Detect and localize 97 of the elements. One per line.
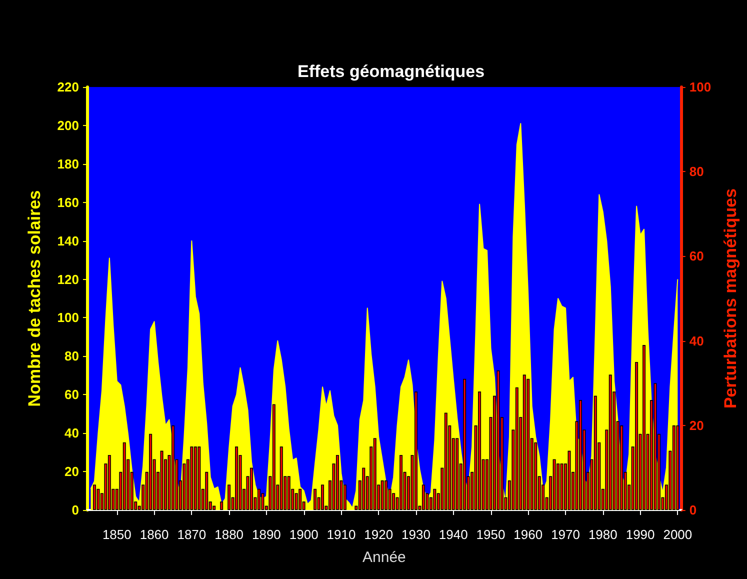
bar [373,438,376,510]
bar [414,392,418,510]
bar [676,425,680,510]
bar [96,488,100,510]
bar [534,442,538,510]
y2-tick-label: 100 [689,80,712,94]
bar [362,468,366,510]
x-tick-label: 1900 [289,527,318,542]
bar [235,446,238,510]
chart-title: Effets géomagnétiques [297,62,485,81]
bar [522,374,526,510]
bar [568,450,571,510]
bar [422,484,425,510]
y-tick-label: 160 [57,194,79,210]
x-tick-label: 1960 [514,527,543,542]
y2-axis-title: Perturbations magnétiques [721,188,740,409]
y-tick-label: 200 [57,118,79,133]
x-tick-label: 1860 [140,527,169,542]
x-tick-label: 1890 [252,527,281,542]
x-tick-label: 1980 [588,527,618,542]
bar [257,488,260,510]
bar [190,446,194,510]
y-tick-label: 0 [72,502,79,518]
bar [392,493,396,510]
bar [92,484,96,510]
bar [556,463,560,510]
x-tick-label: 1950 [476,527,506,542]
y-tick-label: 20 [64,464,79,480]
y-axis-title: Nombre de taches solaires [25,190,44,407]
bar [149,434,152,510]
y2-tick-label: 0 [689,502,697,518]
y-tick-label: 120 [57,272,79,287]
bar [620,425,624,510]
bar [280,446,283,510]
bar [560,463,564,510]
x-tick-label: 1920 [364,527,394,542]
bar [220,502,224,510]
y2-tick-label: 80 [689,164,704,180]
y-tick-label: 100 [57,310,79,326]
bar [294,493,298,510]
bar [552,459,556,510]
bar [444,412,448,510]
y-tick-label: 220 [57,80,79,94]
x-tick-label: 1870 [177,527,206,542]
bar [456,438,459,510]
bar [343,484,346,510]
bar [194,446,197,510]
bar [526,378,530,510]
bar [515,387,518,510]
bar [261,493,264,510]
bar [287,476,290,510]
bar [171,425,174,510]
bar [380,480,384,510]
bar [642,345,646,510]
x-tick-label: 1910 [326,527,356,542]
bar [212,506,216,510]
bar [182,463,186,510]
bar [635,362,638,510]
y-tick-label: 40 [64,426,79,441]
bar [314,488,317,510]
bar [205,472,208,510]
bar [578,400,582,510]
x-tick-label: 1930 [402,527,430,542]
y-tick-label: 60 [64,387,79,402]
bar [478,392,482,510]
x-tick-label: 1850 [102,527,132,542]
bar [496,370,500,510]
x-axis-title: Année [362,549,406,566]
y-tick-label: 80 [64,348,79,364]
bar [272,404,276,510]
y2-tick-label: 20 [689,418,704,433]
y-tick-label: 140 [57,233,79,248]
bar [400,455,403,510]
bar [250,468,253,510]
x-tick-label: 1940 [438,527,468,542]
y2-tick-label: 40 [689,333,704,348]
x-tick-label: 1990 [626,527,655,542]
bar [672,425,676,510]
bar [298,488,302,510]
bar [336,455,339,510]
bar [321,484,324,510]
bar [228,484,231,510]
bar [654,383,657,510]
bar [608,374,612,510]
bar [594,396,597,510]
x-tick-label: 1880 [214,527,244,542]
x-tick-label: 2000 [663,527,692,542]
x-tick-label: 1970 [551,527,580,542]
bar [384,480,388,510]
y-tick-label: 180 [57,156,79,172]
bar [198,446,201,510]
bar [433,488,436,510]
y2-tick-label: 60 [689,248,704,264]
bar [160,450,164,510]
bar [122,442,126,510]
bar [108,455,111,510]
bar [463,378,466,510]
